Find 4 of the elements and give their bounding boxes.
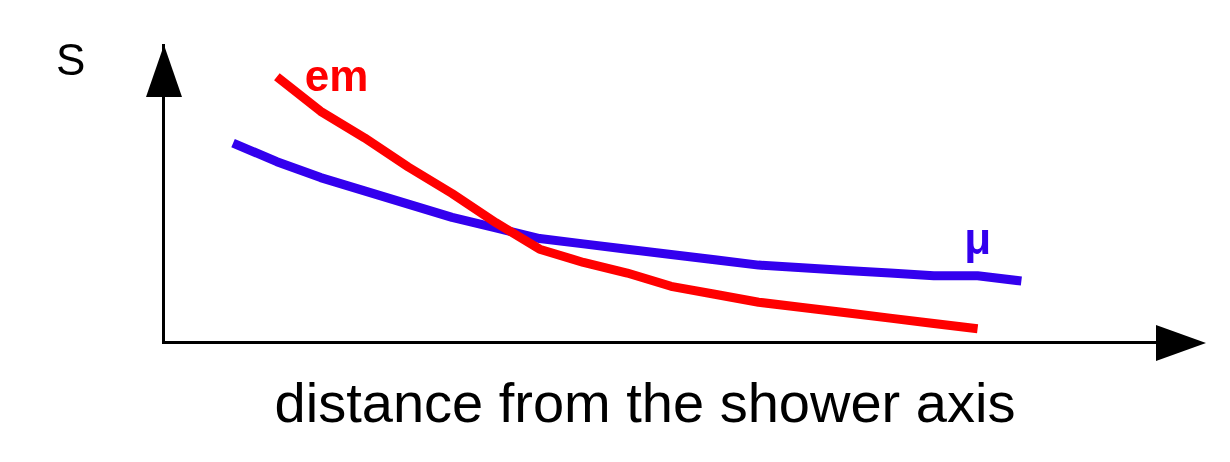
y-axis-title: S bbox=[56, 34, 86, 86]
series-label: em bbox=[304, 50, 369, 100]
series-label: μ bbox=[964, 213, 992, 263]
x-axis-title: distance from the shower axis bbox=[273, 370, 1017, 436]
